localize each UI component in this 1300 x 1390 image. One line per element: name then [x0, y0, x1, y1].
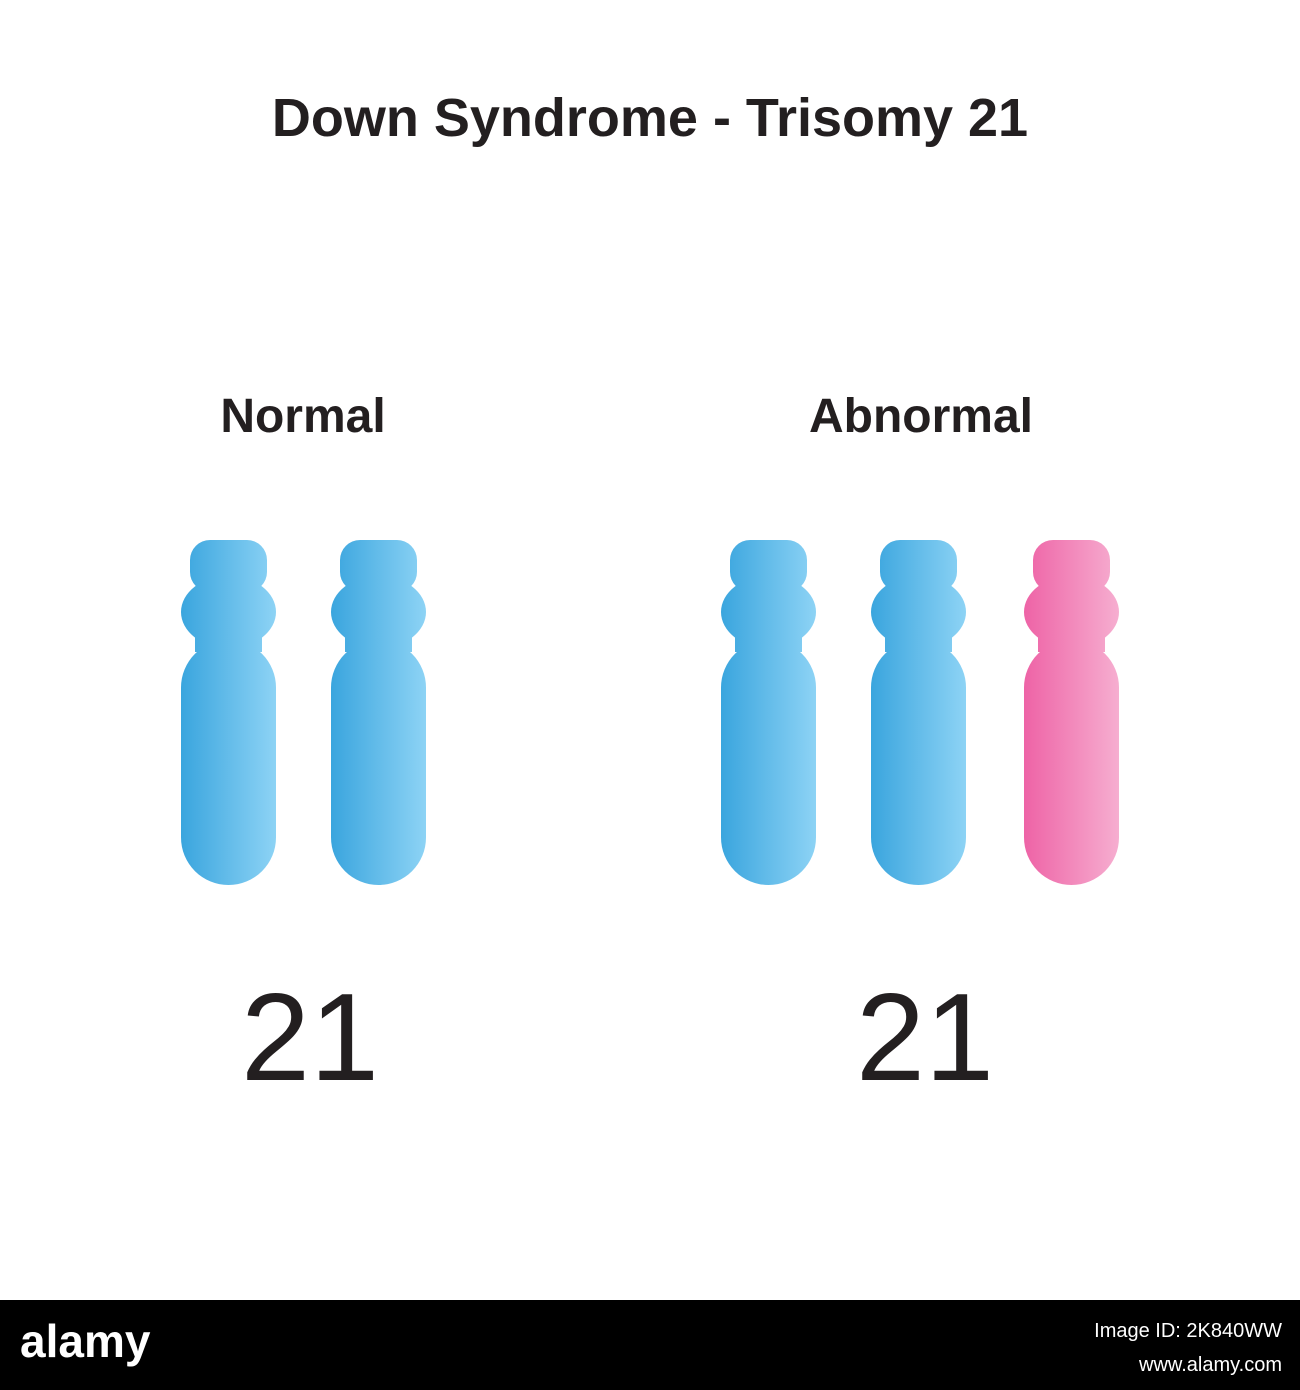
chromosome-extra	[1024, 540, 1119, 885]
footer-image-id: Image ID: 2K840WW	[1094, 1320, 1282, 1342]
chromosome	[331, 540, 426, 885]
title: Down Syndrome - Trisomy 21	[272, 88, 1028, 148]
footer-url: www.alamy.com	[1138, 1354, 1282, 1376]
chromosome-number: 21	[241, 969, 379, 1107]
footer-brand: alamy	[20, 1315, 151, 1367]
group-label: Normal	[220, 390, 385, 443]
chromosome	[721, 540, 816, 885]
chromosome-number: 21	[856, 969, 994, 1107]
group-label: Abnormal	[809, 390, 1033, 443]
chromosome	[181, 540, 276, 885]
chromosome	[871, 540, 966, 885]
footer-bar	[0, 1300, 1300, 1390]
